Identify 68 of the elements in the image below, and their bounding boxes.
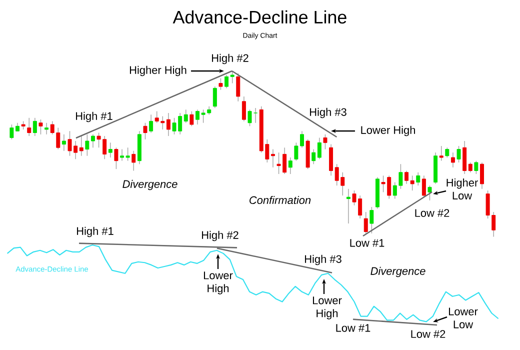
candlestick <box>445 147 450 158</box>
candlestick <box>184 109 188 124</box>
candlestick <box>416 172 420 186</box>
annotation: High #3 <box>305 254 342 266</box>
candlestick <box>450 152 455 168</box>
candlestick <box>456 146 461 163</box>
annotation: Divergence <box>370 266 426 278</box>
annotation: Confirmation <box>250 196 311 204</box>
candlestick <box>242 96 246 122</box>
candlestick <box>346 188 350 224</box>
candlestick <box>108 142 112 158</box>
candlestick <box>79 136 84 156</box>
candlestick <box>236 73 240 102</box>
annotation: Lower High <box>312 296 342 320</box>
candlestick <box>410 175 414 191</box>
annotation: Low #2 <box>415 209 450 217</box>
annotation: Lower High <box>204 272 233 294</box>
candlestick <box>270 148 275 168</box>
candlestick <box>248 109 252 126</box>
candlestick <box>312 148 316 164</box>
candlestick <box>474 160 478 174</box>
candlestick <box>120 148 124 162</box>
candlestick <box>38 119 43 135</box>
candlestick <box>404 170 409 184</box>
candlestick <box>288 157 292 174</box>
annotation: Low #1 <box>350 239 384 247</box>
annotation: High #1 <box>76 112 112 122</box>
annotation: Higher Low <box>446 178 478 200</box>
candlestick <box>27 118 32 136</box>
annotation: Lower Low <box>448 308 478 328</box>
text: Low #2 <box>411 330 446 338</box>
candlestick <box>132 150 136 172</box>
candlestick <box>422 175 426 198</box>
candlestick <box>114 147 118 170</box>
candlestick <box>370 206 374 234</box>
candlestick <box>218 78 223 90</box>
candlestick <box>254 108 258 124</box>
candlestick <box>329 144 334 176</box>
candlestick <box>44 122 49 135</box>
annotation: High #2 <box>202 230 238 242</box>
annotation: Higher High <box>130 66 186 76</box>
candlestick <box>439 146 444 162</box>
candlestick <box>428 185 432 201</box>
candlestick <box>190 110 194 126</box>
text: Low #1 <box>336 324 370 332</box>
annotation: Divergence <box>122 180 178 190</box>
candlestick <box>323 134 328 150</box>
candlestick <box>143 122 148 140</box>
candlestick <box>317 137 322 160</box>
candlestick <box>230 71 234 84</box>
candlestick <box>62 134 66 152</box>
annotation: Lower High <box>361 126 415 136</box>
annotation: High #3 <box>310 108 346 118</box>
candlestick <box>480 162 484 190</box>
candlestick <box>149 114 154 134</box>
text: High #2 <box>212 54 248 64</box>
candlestick <box>166 112 170 136</box>
candlestick <box>90 134 95 148</box>
annotation: High #1 <box>77 226 114 238</box>
candlestick <box>462 140 467 174</box>
candlestick <box>224 74 229 89</box>
chart-title: Advance-Decline Line <box>172 10 346 24</box>
candlestick <box>364 212 368 234</box>
candlestick <box>126 147 130 162</box>
candlestick <box>212 86 217 108</box>
candlestick <box>468 162 472 173</box>
candlestick <box>32 118 37 136</box>
candlestick <box>85 134 90 156</box>
